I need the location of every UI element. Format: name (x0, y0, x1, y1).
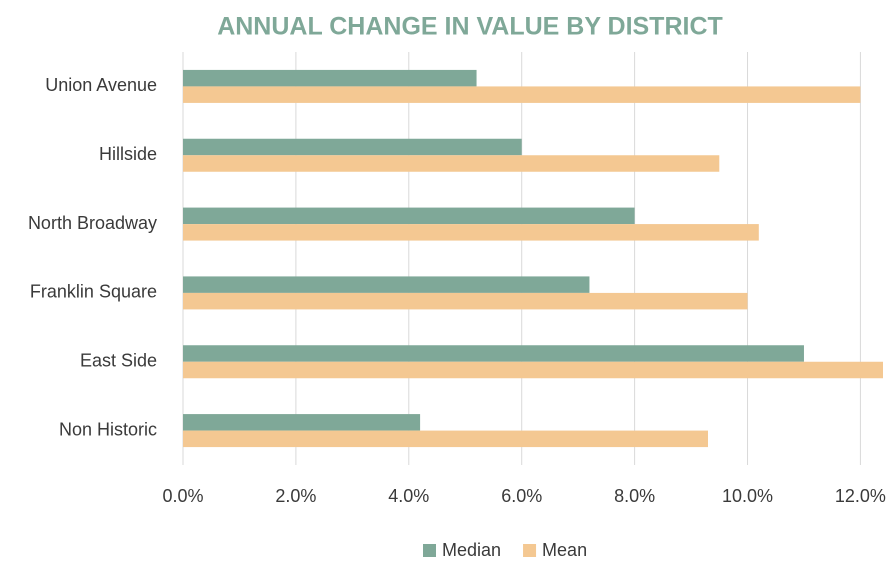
legend-swatch (523, 544, 537, 557)
x-tick-label: 4.0% (388, 486, 429, 506)
y-tick-label: East Side (80, 351, 157, 371)
x-tick-label: 8.0% (614, 486, 655, 506)
bar (183, 430, 708, 448)
y-tick-label: North Broadway (28, 213, 157, 233)
bar (183, 361, 883, 379)
y-tick-label: Franklin Square (30, 282, 157, 302)
x-tick-label: 6.0% (501, 486, 542, 506)
chart-title: ANNUAL CHANGE IN VALUE BY DISTRICT (217, 13, 723, 41)
y-tick-label: Hillside (99, 144, 157, 164)
bar (183, 155, 720, 172)
y-tick-label: Non Historic (59, 419, 157, 439)
y-tick-label: Union Avenue (45, 75, 157, 95)
x-tick-label: 10.0% (722, 486, 773, 506)
bar (183, 414, 421, 431)
legend-swatch (423, 544, 436, 557)
x-tick-label: 12.0% (835, 486, 886, 506)
bar (183, 207, 635, 225)
bar (183, 345, 804, 362)
legend-label: Mean (542, 540, 587, 560)
bar (183, 224, 759, 241)
bar (183, 292, 748, 310)
x-tick-label: 0.0% (162, 486, 203, 506)
bar (183, 86, 861, 103)
bar (183, 69, 477, 87)
bar (183, 276, 590, 293)
legend-label: Median (442, 540, 501, 560)
x-tick-label: 2.0% (275, 486, 316, 506)
bar (183, 138, 522, 156)
